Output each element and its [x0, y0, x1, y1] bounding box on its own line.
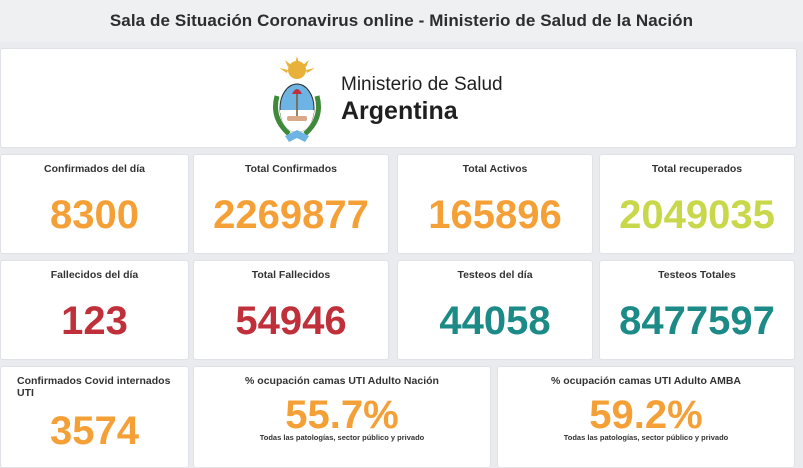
stat-card-total-recuperados: Total recuperados 2049035 — [599, 154, 795, 254]
stat-card-ocupacion-amba: % ocupación camas UTI Adulto AMBA 59.2% … — [497, 366, 795, 468]
page-header: Sala de Situación Coronavirus online - M… — [0, 0, 803, 42]
stat-label: Total recuperados — [651, 163, 743, 175]
stat-label: Testeos Totales — [658, 269, 736, 281]
stat-label: Total Fallecidos — [251, 269, 331, 281]
ministry-logo: Ministerio de Salud Argentina — [267, 55, 503, 145]
stat-label: Fallecidos del día — [50, 269, 139, 281]
stat-card-confirmados-dia: Confirmados del día 8300 — [0, 154, 189, 254]
argentina-coat-of-arms-icon — [273, 56, 321, 142]
stat-card-total-fallecidos: Total Fallecidos 54946 — [193, 260, 389, 360]
stat-value: 44058 — [439, 299, 551, 343]
stat-label: % ocupación camas UTI Adulto Nación — [245, 375, 439, 387]
stat-card-testeos-dia: Testeos del día 44058 — [397, 260, 593, 360]
logo-line-argentina: Argentina — [341, 97, 458, 125]
page-title: Sala de Situación Coronavirus online - M… — [109, 11, 694, 30]
stat-card-ocupacion-nacion: % ocupación camas UTI Adulto Nación 55.7… — [193, 366, 491, 468]
stat-value: 2049035 — [619, 193, 775, 237]
logo-line-ministerio: Ministerio de Salud — [341, 74, 503, 95]
stat-value: 123 — [61, 299, 128, 343]
stat-card-fallecidos-dia: Fallecidos del día 123 — [0, 260, 189, 360]
stat-card-testeos-totales: Testeos Totales 8477597 — [599, 260, 795, 360]
stat-label: Total Activos — [462, 163, 528, 175]
logo-card: Ministerio de Salud Argentina — [0, 48, 797, 148]
stat-value: 8300 — [50, 193, 139, 237]
stat-label: % ocupación camas UTI Adulto AMBA — [551, 375, 741, 387]
stat-value: 2269877 — [213, 193, 369, 237]
stat-value: 8477597 — [619, 299, 775, 343]
stat-label: Confirmados del día — [44, 163, 145, 175]
stat-label: Confirmados Covid internados UTI — [17, 375, 171, 399]
stat-value: 165896 — [428, 193, 562, 237]
stat-note: Todas las patologías, sector público y p… — [259, 433, 425, 442]
stat-value: 54946 — [235, 299, 347, 343]
stat-value: 59.2% — [589, 393, 703, 437]
stat-value: 55.7% — [285, 393, 399, 437]
stat-label: Total Confirmados — [245, 163, 337, 175]
stat-card-internados-uti: Confirmados Covid internados UTI 3574 — [0, 366, 189, 468]
stat-card-total-activos: Total Activos 165896 — [397, 154, 593, 254]
stat-label: Testeos del día — [457, 269, 533, 281]
stat-note: Todas las patologías, sector público y p… — [563, 433, 729, 442]
stat-card-total-confirmados: Total Confirmados 2269877 — [193, 154, 389, 254]
stat-value: 3574 — [50, 409, 139, 453]
